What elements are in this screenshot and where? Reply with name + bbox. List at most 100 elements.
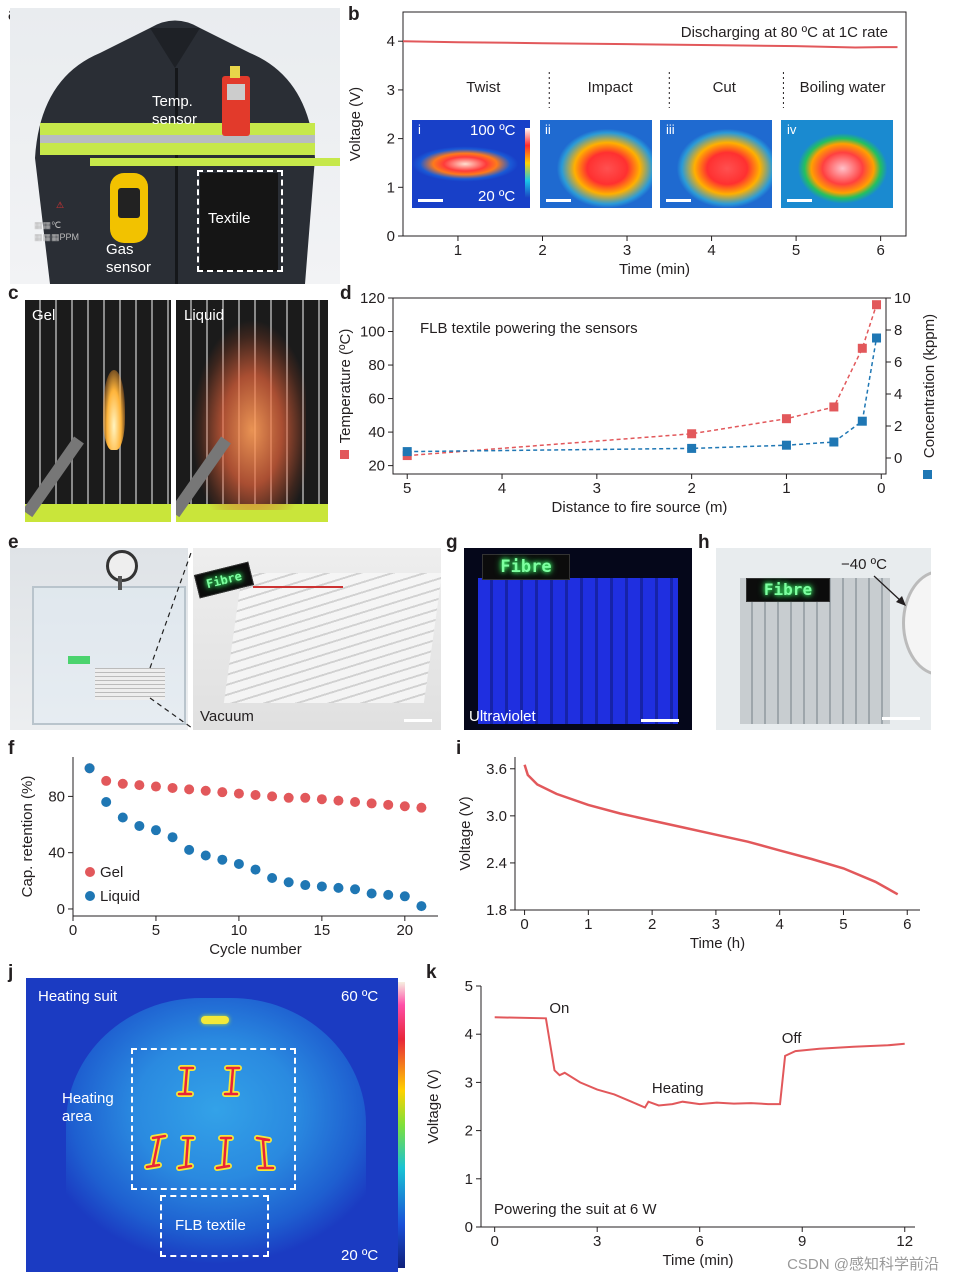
heater-elements — [144, 1065, 276, 1171]
x-tick-label: 10 — [231, 922, 248, 939]
y-axis-label: Voltage (V) — [347, 87, 364, 161]
minus-40-label: −40 ºC — [841, 556, 887, 573]
panel-a-photo: ▦▦℃ ▦▦▦PPM ⚠ Textile Temp. sensor Gas sens… — [10, 8, 340, 284]
segment-label: Twist — [466, 79, 501, 96]
x-tick-label: 9 — [798, 1233, 806, 1250]
inset-temp-low: 20 ºC — [478, 188, 516, 205]
red-data-point — [781, 414, 791, 424]
red-data-point — [150, 781, 161, 792]
y-tick-label: 0 — [465, 1219, 473, 1236]
heating-area-label-2: area — [62, 1108, 93, 1125]
x-tick-label: 3 — [712, 916, 720, 933]
y-tick-label: 120 — [360, 290, 385, 307]
blue-data-point — [84, 763, 95, 774]
led-display-h: Fibre — [746, 578, 830, 602]
x-tick-label: 5 — [792, 242, 800, 259]
x-axis-label: Time (min) — [619, 261, 690, 278]
heating-label: Heating — [652, 1080, 704, 1097]
inset-label-iii: iii — [666, 122, 675, 137]
x-tick-label: 0 — [520, 916, 528, 933]
y-axis-label: Temperature (ºC) — [337, 329, 354, 444]
x-tick-label: 15 — [314, 922, 331, 939]
y-tick-label: 1.8 — [486, 902, 507, 919]
heating-area-box — [131, 1048, 296, 1190]
red-data-point — [857, 343, 867, 353]
photo-e-chamber — [10, 548, 188, 730]
x-tick-label: 3 — [593, 480, 601, 497]
inset-label-iv: iv — [787, 122, 797, 137]
red-data-point — [117, 778, 128, 789]
y-tick-label: 100 — [360, 324, 385, 341]
red-data-point — [687, 429, 697, 439]
x-axis-label: Time (h) — [690, 935, 745, 952]
x-tick-label: 6 — [876, 242, 884, 259]
blue-data-point — [150, 825, 161, 836]
sensor-annotation: FLB textile powering the sensors — [420, 320, 638, 337]
red-data-point — [267, 791, 278, 802]
blue-data-point — [383, 889, 394, 900]
y-tick-label: 20 — [368, 458, 385, 475]
y-tick-label: 60 — [368, 391, 385, 408]
svg-text:▦▦▦PPM: ▦▦▦PPM — [34, 232, 79, 242]
temp-low-label: 20 ºC — [341, 1247, 379, 1264]
inset-iv — [781, 120, 893, 208]
blue-data-point — [200, 850, 211, 861]
inset-temp-high: 100 ºC — [470, 122, 516, 139]
scale-bar-iii — [666, 199, 691, 202]
blue-data-point — [233, 858, 244, 869]
y-tick-label: 3 — [465, 1074, 473, 1091]
gel-label: Gel — [32, 307, 56, 324]
svg-text:⚠: ⚠ — [56, 200, 64, 210]
pressure-gauge-icon — [106, 550, 138, 582]
y-tick-label: 40 — [368, 424, 385, 441]
y-tick-label: 80 — [48, 788, 65, 805]
red-data-point — [233, 788, 244, 799]
blue-data-point — [184, 844, 195, 855]
scale-bar-i — [418, 199, 443, 202]
y-tick-label: 4 — [465, 1026, 473, 1043]
panel-label-f: f — [8, 738, 15, 759]
blue-data-point — [350, 884, 361, 895]
svg-text:▦▦℃: ▦▦℃ — [34, 220, 61, 230]
x-tick-label: 1 — [782, 480, 790, 497]
red-data-point — [383, 799, 394, 810]
x-axis-label: Time (min) — [662, 1252, 733, 1269]
x-tick-label: 20 — [396, 922, 413, 939]
y-tick-label: 3 — [387, 82, 395, 99]
jacket-illustration: ▦▦℃ ▦▦▦PPM ⚠ — [34, 20, 340, 284]
textile-box — [197, 170, 283, 272]
textile-label: Textile — [208, 210, 251, 227]
suit-shape — [66, 998, 366, 1272]
red-data-point — [200, 785, 211, 796]
power-annotation: Powering the suit at 6 W — [494, 1201, 657, 1218]
blue-data-point — [687, 443, 697, 453]
off-label: Off — [782, 1030, 803, 1047]
blue-data-point — [416, 901, 427, 912]
y-tick-label: 2 — [465, 1123, 473, 1140]
y-tick-label: 3.0 — [486, 808, 507, 825]
panel-label-h: h — [698, 532, 710, 553]
red-data-point — [134, 780, 145, 791]
y-tick-label: 2.4 — [486, 855, 507, 872]
blue-data-point — [333, 882, 344, 893]
panel-label-k: k — [426, 962, 437, 983]
y-axis-label: Voltage (V) — [457, 796, 474, 870]
voltage-line — [523, 764, 899, 896]
heater-element-top — [201, 1016, 229, 1024]
panel-label-j: j — [8, 962, 14, 983]
blue-data-point — [829, 437, 839, 447]
blue-data-point — [300, 880, 311, 891]
vacuum-label: Vacuum — [200, 708, 254, 725]
watermark: CSDN @感知科学前沿 — [787, 1256, 939, 1273]
heating-suit-label: Heating suit — [38, 988, 118, 1005]
arrow-icon — [873, 575, 906, 606]
panel-label-g: g — [446, 532, 458, 553]
red-data-point — [333, 795, 344, 806]
x-tick-label: 0 — [490, 1233, 498, 1250]
red-data-point — [350, 797, 361, 808]
y2-tick-label: 8 — [894, 322, 902, 339]
discharge-annotation: Discharging at 80 ºC at 1C rate — [681, 24, 888, 41]
voltage-line — [402, 40, 898, 49]
